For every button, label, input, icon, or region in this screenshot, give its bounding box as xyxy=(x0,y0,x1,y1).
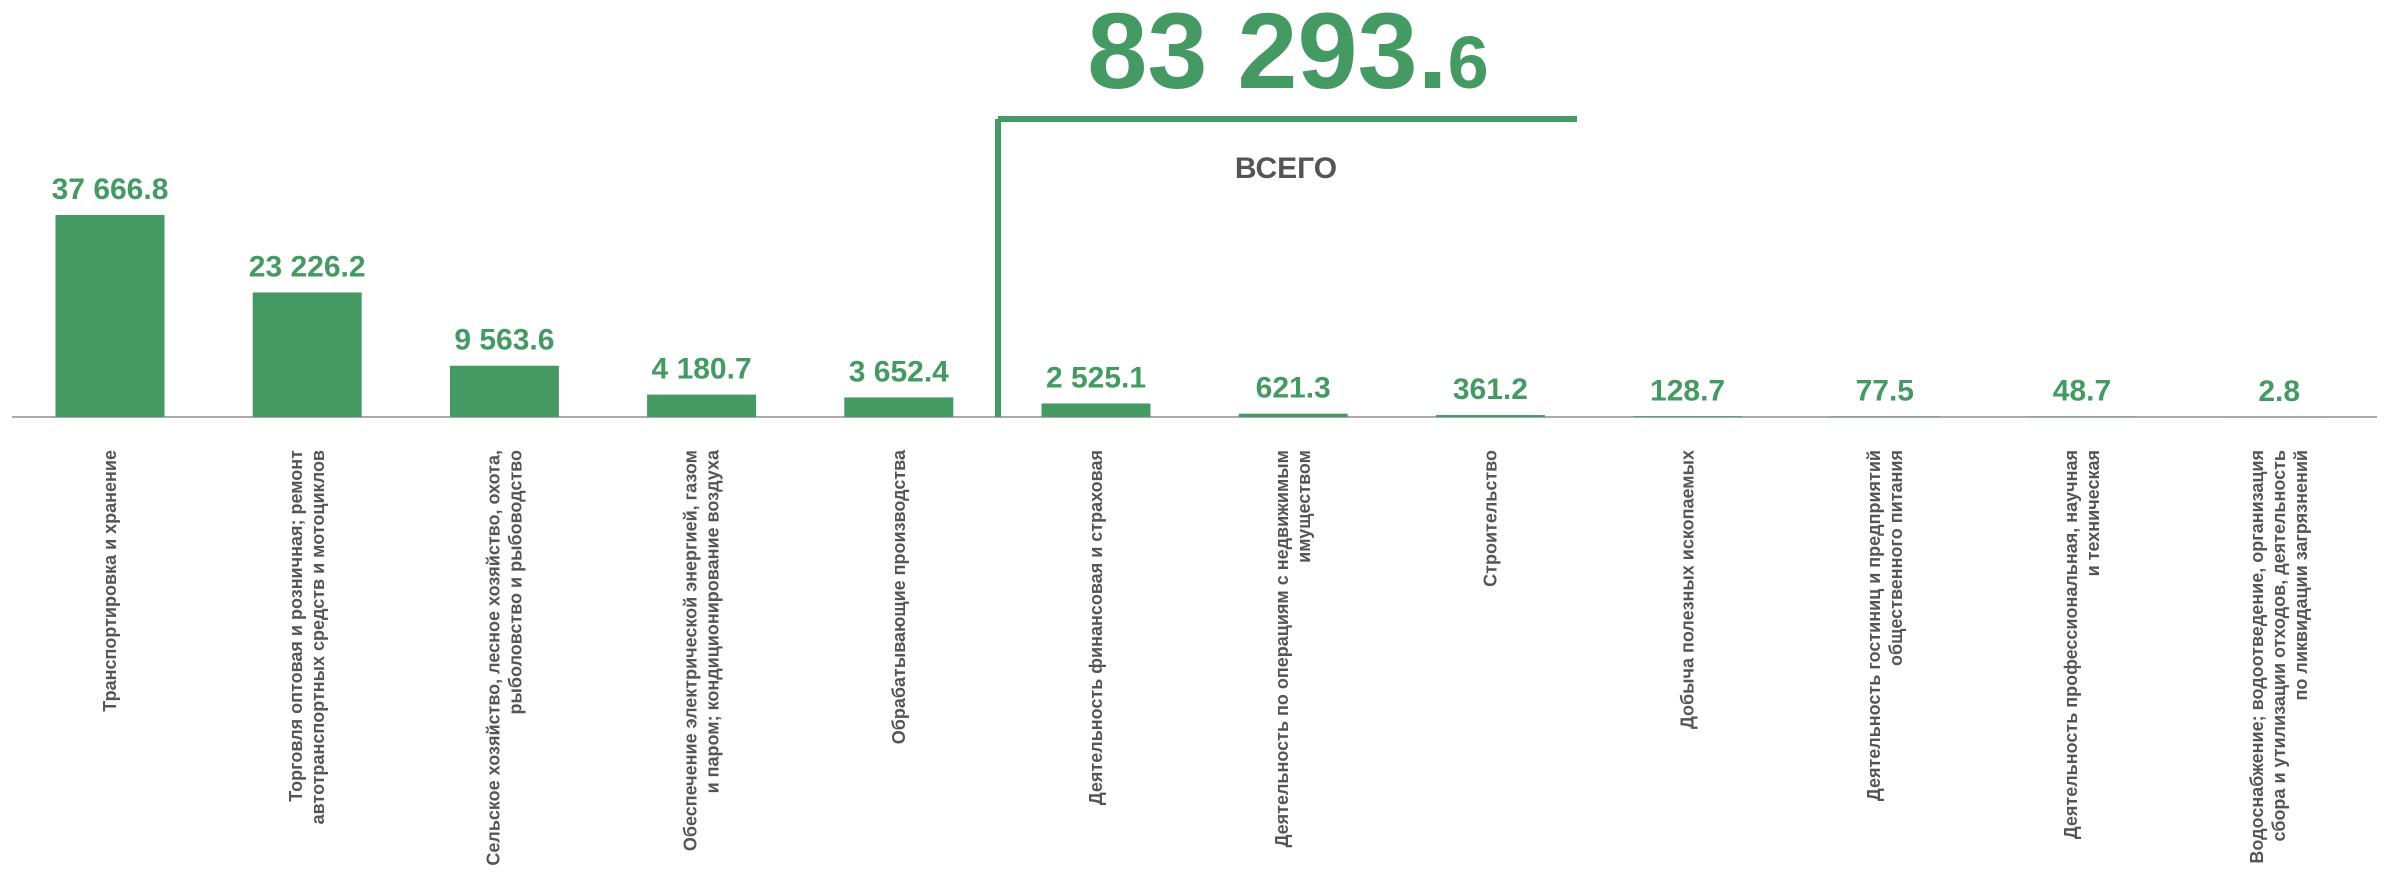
category-label: Деятельность профессиональная, научная и … xyxy=(2061,450,2103,839)
value-label: 128.7 xyxy=(1650,374,1725,407)
value-label: 23 226.2 xyxy=(249,250,366,283)
value-label: 9 563.6 xyxy=(454,324,554,357)
bar xyxy=(449,365,559,417)
category-label: Транспортировка и хранение xyxy=(100,450,120,712)
bar xyxy=(1633,416,1743,417)
value-label: 37 666.8 xyxy=(52,173,169,206)
total-caption: ВСЕГО xyxy=(1235,152,1337,185)
value-label: 621.3 xyxy=(1256,372,1331,405)
value-label: 361.2 xyxy=(1453,373,1528,406)
value-label: 4 180.7 xyxy=(652,353,752,386)
bar xyxy=(55,215,165,417)
total-value: 83 293.6 xyxy=(1087,0,1489,111)
value-label: 2 525.1 xyxy=(1046,361,1146,394)
category-label: Деятельность финансовая и страховая xyxy=(1086,450,1106,805)
bar xyxy=(647,394,757,417)
category-label: Сельское хозяйство, лесное хозяйство, ох… xyxy=(483,450,525,866)
bar xyxy=(844,397,954,417)
total-decimal: 6 xyxy=(1448,21,1489,104)
category-label: Торговля оптовая и розничная; ремонт авто… xyxy=(286,450,328,825)
value-label: 3 652.4 xyxy=(849,355,949,388)
category-label: Строительство xyxy=(1480,450,1500,587)
value-label: 77.5 xyxy=(1856,375,1914,408)
category-label: Обрабатывающие производства xyxy=(889,449,909,744)
value-label: 2.8 xyxy=(2258,375,2300,408)
category-label: Водоснабжение; водоотведение, организаци… xyxy=(2247,450,2311,864)
total-main: 83 293. xyxy=(1087,0,1447,111)
bar xyxy=(1435,415,1545,417)
category-label: Добыча полезных ископаемых xyxy=(1678,450,1698,729)
value-label: 48.7 xyxy=(2053,375,2111,408)
category-label: Деятельность по операциям с недвижимым им… xyxy=(1272,450,1314,847)
bar xyxy=(1238,413,1348,417)
category-label: Обеспечение электрической энергией, газо… xyxy=(681,449,723,851)
bar xyxy=(1041,403,1151,417)
total-bracket xyxy=(995,116,1577,417)
category-label: Деятельность гостиниц и предприятий общес… xyxy=(1864,450,1906,801)
bar xyxy=(252,292,362,417)
